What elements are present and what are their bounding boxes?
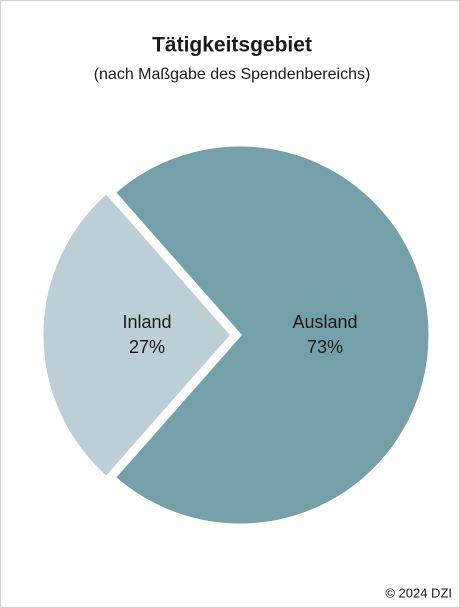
pie-slice bbox=[112, 143, 432, 527]
value-label: 73% bbox=[307, 337, 343, 357]
chart-title: Tätigkeitsgebiet bbox=[152, 34, 312, 57]
slice-label: Inland bbox=[122, 312, 171, 332]
pie-slice bbox=[40, 190, 234, 480]
slice-label: Ausland bbox=[292, 312, 357, 332]
chart-subtitle: (nach Maßgabe des Spendenbereichs) bbox=[94, 66, 371, 83]
source: © 2024 DZI bbox=[385, 585, 452, 600]
value-label: 27% bbox=[129, 337, 165, 357]
